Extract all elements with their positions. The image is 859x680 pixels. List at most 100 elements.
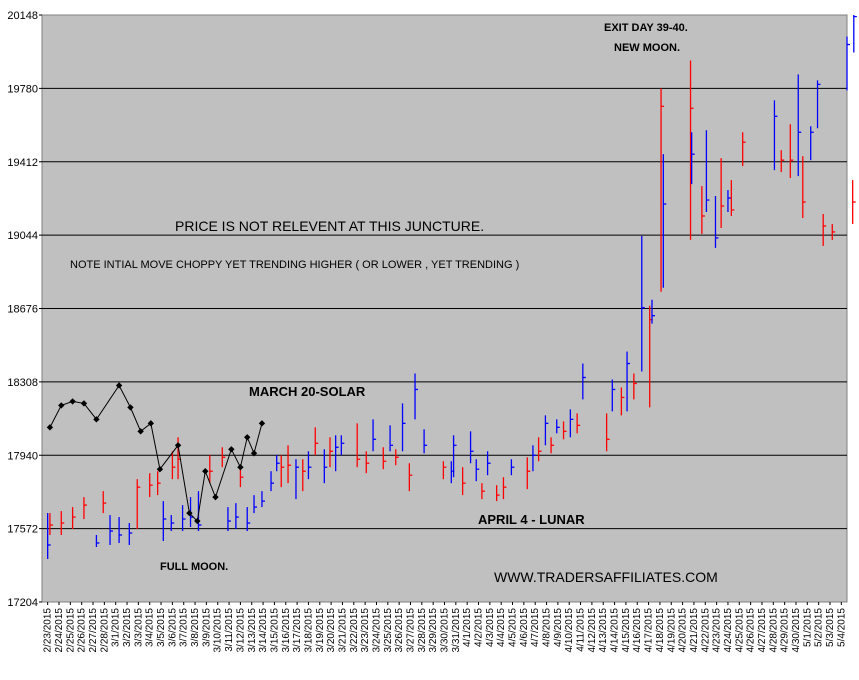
x-tick-label: 3/30/2015 [440, 608, 451, 653]
price-bar [720, 158, 725, 228]
x-tick-label: 4/2/2015 [474, 608, 485, 647]
x-tick-label: 3/29/2015 [428, 608, 439, 653]
price-bar [372, 419, 377, 452]
price-bar [47, 513, 51, 559]
x-tick-label: 3/22/2015 [349, 608, 360, 653]
price-bar [773, 100, 778, 171]
x-tick-label: 4/23/2015 [712, 608, 723, 653]
x-tick-label: 3/7/2015 [179, 608, 190, 647]
y-tick-label: 17204 [7, 597, 38, 609]
gridlines [42, 87, 847, 530]
x-tick-label: 3/21/2015 [337, 608, 348, 653]
price-bar [156, 471, 161, 496]
price-bar [611, 379, 616, 412]
x-tick-label: 3/9/2015 [201, 608, 212, 647]
price-bar [660, 88, 665, 292]
price-bar [582, 363, 586, 400]
x-tick-label: 3/28/2015 [417, 608, 428, 653]
price-bar [302, 459, 306, 492]
overlay-point [69, 398, 76, 405]
x-tick-label: 3/15/2015 [269, 608, 280, 653]
price-bar [128, 523, 133, 545]
x-tick-label: 4/10/2015 [564, 608, 575, 653]
price-bar [846, 36, 850, 91]
overlay-point [80, 400, 88, 407]
price-bar [171, 451, 176, 480]
x-axis-ticks: 2/23/2015 2/24/2015 2/25/2015 2/26/2015 2/27… [43, 602, 847, 653]
price-bar [780, 150, 785, 173]
price-bar [109, 515, 114, 545]
price-bar [730, 180, 735, 216]
y-tick-label: 17572 [7, 524, 38, 536]
price-bar [209, 455, 213, 484]
x-tick-label: 2/23/2015 [43, 608, 54, 653]
overlay-point [156, 466, 164, 473]
x-tick-label: 2/28/2015 [99, 608, 110, 653]
overlay-point [93, 416, 100, 423]
x-tick-label: 3/16/2015 [281, 608, 292, 653]
price-bar [102, 491, 107, 514]
price-bar [414, 373, 419, 420]
price-bar [329, 437, 333, 468]
overlay-point [137, 428, 144, 435]
x-tick-label: 4/5/2015 [508, 608, 519, 647]
price-bar [727, 190, 731, 212]
price-bar [714, 196, 719, 248]
price-bar [789, 124, 794, 179]
price-bar [49, 513, 53, 536]
annotation-website: WWW.TRADERSAFFILIATES.COM [494, 569, 718, 585]
y-tick-label: 18308 [7, 377, 38, 389]
overlay-point [186, 509, 193, 517]
price-bar [526, 457, 531, 490]
x-tick-label: 4/18/2015 [655, 608, 666, 653]
price-bar [239, 467, 244, 488]
x-tick-label: 4/1/2015 [462, 608, 473, 647]
x-tick-label: 4/27/2015 [757, 608, 768, 653]
price-bars [47, 15, 857, 559]
x-tick-label: 4/14/2015 [610, 608, 621, 653]
x-tick-label: 5/3/2015 [825, 608, 836, 647]
price-bar [537, 437, 542, 462]
x-tick-label: 3/14/2015 [258, 608, 269, 653]
price-bar [221, 447, 226, 468]
price-bar [356, 423, 361, 468]
y-tick-label: 17940 [7, 450, 38, 462]
annotation-trend-note: NOTE INTIAL MOVE CHOPPY YET TRENDING HIG… [70, 259, 519, 271]
annotation-april-lunar: APRIL 4 - LUNAR [478, 512, 585, 527]
x-tick-label: 3/10/2015 [213, 608, 224, 653]
x-tick-label: 3/23/2015 [360, 608, 371, 653]
overlay-point [46, 424, 54, 431]
overlay-point [212, 493, 219, 501]
price-bar [170, 515, 175, 532]
price-bar [620, 387, 625, 416]
price-bar [408, 463, 413, 492]
x-tick-label: 3/19/2015 [315, 608, 326, 653]
price-bar [287, 445, 292, 484]
price-bar [633, 373, 637, 400]
price-bar [118, 517, 123, 543]
price-bar [235, 503, 239, 530]
x-tick-label: 4/13/2015 [598, 608, 609, 653]
x-tick-label: 3/27/2015 [405, 608, 416, 653]
annotation-price-note: PRICE IS NOT RELEVENT AT THIS JUNCTURE. [175, 218, 484, 234]
x-tick-label: 4/16/2015 [632, 608, 643, 653]
x-tick-label: 4/28/2015 [768, 608, 779, 653]
price-bar [365, 451, 370, 474]
overlay-point [258, 420, 266, 427]
x-tick-label: 5/4/2015 [836, 608, 847, 647]
x-tick-label: 4/7/2015 [530, 608, 541, 647]
price-bar [556, 419, 560, 434]
price-bar [307, 451, 312, 480]
y-tick-label: 20148 [7, 10, 38, 22]
x-tick-label: 4/12/2015 [587, 608, 598, 653]
price-bar [162, 501, 167, 541]
price-bar [502, 477, 507, 500]
x-tick-label: 4/20/2015 [678, 608, 689, 653]
price-bar [395, 449, 399, 466]
x-tick-label: 3/3/2015 [133, 608, 144, 647]
x-tick-label: 5/2/2015 [814, 608, 825, 647]
price-bar [852, 180, 856, 224]
x-tick-label: 2/26/2015 [77, 608, 88, 653]
x-tick-label: 4/8/2015 [542, 608, 553, 647]
price-bar [227, 507, 231, 532]
